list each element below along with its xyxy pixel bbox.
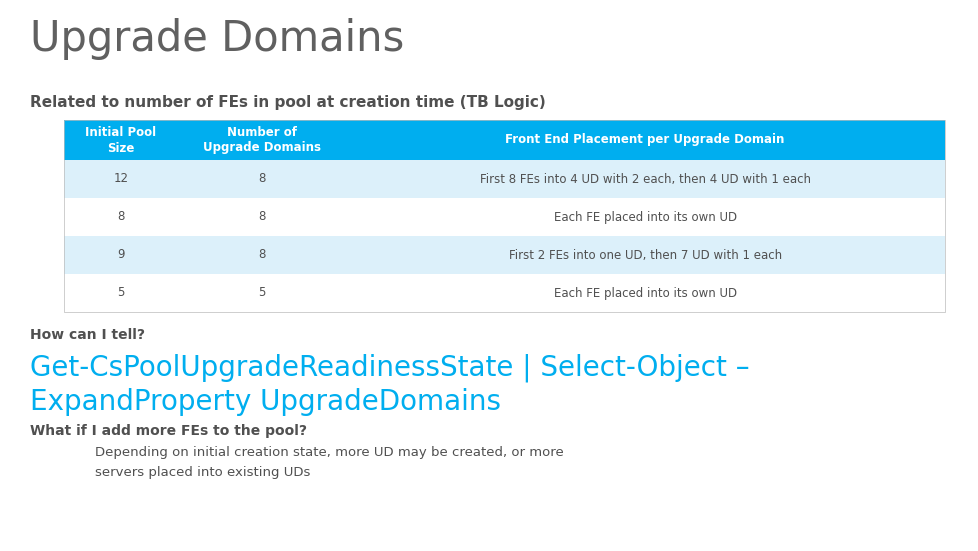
Text: 5: 5 <box>258 287 265 300</box>
Bar <box>64 198 944 236</box>
Text: 9: 9 <box>117 249 124 262</box>
Text: How can I tell?: How can I tell? <box>30 328 145 342</box>
Text: Each FE placed into its own UD: Each FE placed into its own UD <box>553 210 736 224</box>
Bar <box>64 120 944 312</box>
Text: Initial Pool
Size: Initial Pool Size <box>85 126 156 154</box>
Bar <box>64 120 944 160</box>
Text: What if I add more FEs to the pool?: What if I add more FEs to the pool? <box>30 424 307 438</box>
Text: Related to number of FEs in pool at creation time (TB Logic): Related to number of FEs in pool at crea… <box>30 95 545 110</box>
Text: 8: 8 <box>117 210 124 224</box>
Text: Depending on initial creation state, more UD may be created, or more: Depending on initial creation state, mor… <box>95 446 563 459</box>
Text: Get-CsPoolUpgradeReadinessState | Select-Object –: Get-CsPoolUpgradeReadinessState | Select… <box>30 354 749 382</box>
Text: First 8 FEs into 4 UD with 2 each, then 4 UD with 1 each: First 8 FEs into 4 UD with 2 each, then … <box>479 172 810 186</box>
Text: Number of
Upgrade Domains: Number of Upgrade Domains <box>202 126 321 154</box>
Text: 8: 8 <box>258 172 265 186</box>
Text: 5: 5 <box>117 287 124 300</box>
Bar <box>64 160 944 198</box>
Text: Each FE placed into its own UD: Each FE placed into its own UD <box>553 287 736 300</box>
Text: servers placed into existing UDs: servers placed into existing UDs <box>95 466 310 479</box>
Bar <box>64 236 944 274</box>
Bar <box>64 274 944 312</box>
Text: ExpandProperty UpgradeDomains: ExpandProperty UpgradeDomains <box>30 388 501 416</box>
Text: Upgrade Domains: Upgrade Domains <box>30 18 404 60</box>
Text: 8: 8 <box>258 210 265 224</box>
Text: 12: 12 <box>113 172 128 186</box>
Text: First 2 FEs into one UD, then 7 UD with 1 each: First 2 FEs into one UD, then 7 UD with … <box>509 249 780 262</box>
Text: Front End Placement per Upgrade Domain: Front End Placement per Upgrade Domain <box>505 133 784 147</box>
Text: 8: 8 <box>258 249 265 262</box>
